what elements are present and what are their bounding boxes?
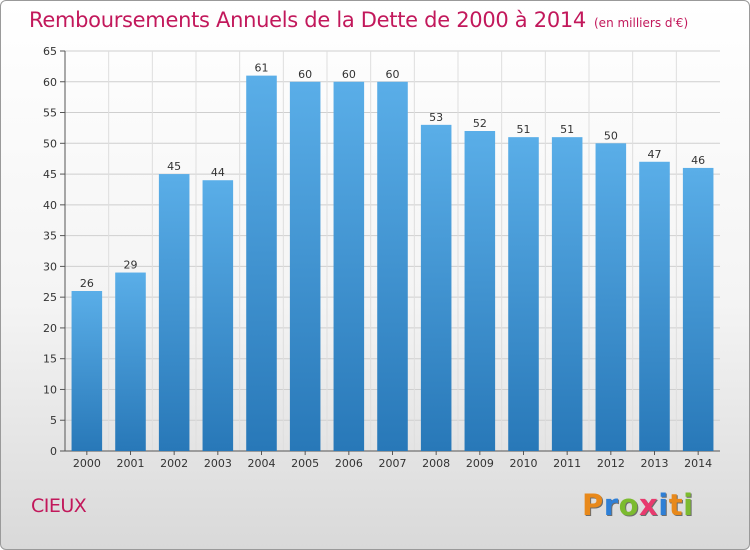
y-tick-label: 45 [43,168,57,181]
proxiti-logo: Proxiti [582,488,694,522]
bar [595,143,627,452]
bar-value-label: 61 [255,62,269,75]
chart-unit: (en milliers d'€) [594,16,689,30]
bar-value-label: 29 [124,259,138,272]
y-tick-label: 0 [50,445,57,458]
y-tick-label: 55 [43,107,57,120]
bar-value-label: 44 [211,166,225,179]
bar [246,75,277,451]
y-tick-label: 5 [50,414,57,427]
x-tick-label: 2010 [510,457,538,470]
logo-letter: o [618,488,640,522]
bar [682,167,714,451]
x-tick-label: 2004 [248,457,276,470]
x-tick-label: 2002 [160,457,188,470]
bar [464,131,496,451]
logo-letter: t [668,488,684,522]
bar-value-label: 26 [80,277,94,290]
y-tick-label: 20 [43,322,57,335]
bar-value-label: 60 [342,68,356,81]
x-tick-label: 2012 [597,457,625,470]
bar-value-label: 50 [604,129,618,142]
logo-letter: i [658,488,669,522]
bar [508,137,539,451]
y-tick-label: 40 [43,199,57,212]
bar [551,137,583,451]
x-tick-label: 2000 [73,457,101,470]
logo-letter: r [603,488,619,522]
bar [115,272,146,451]
bar [420,124,452,451]
x-tick-label: 2011 [553,457,581,470]
y-tick-label: 35 [43,230,57,243]
y-tick-label: 65 [43,45,57,58]
bar-value-label: 52 [473,117,487,130]
x-tick-label: 2009 [466,457,494,470]
x-tick-label: 2006 [335,457,363,470]
bar [202,180,234,451]
x-tick-label: 2005 [291,457,319,470]
y-tick-label: 25 [43,291,57,304]
x-tick-label: 2013 [641,457,669,470]
bar-value-label: 51 [560,123,574,136]
logo-letter: i [683,488,694,522]
city-name: CIEUX [31,495,87,517]
bar [639,161,670,451]
y-tick-label: 50 [43,137,57,150]
y-tick-label: 10 [43,383,57,396]
chart-title-text: Remboursements Annuels de la Dette de 20… [29,8,586,32]
bars [71,75,714,452]
bar-value-label: 51 [517,123,531,136]
x-tick-label: 2003 [204,457,232,470]
x-tick-label: 2007 [379,457,407,470]
bar-value-label: 60 [386,68,400,81]
y-tick-label: 30 [43,260,57,273]
bar-value-label: 53 [429,111,443,124]
bar [71,291,103,451]
bar [377,81,408,452]
bar [158,174,190,452]
y-tick-label: 60 [43,76,57,89]
x-tick-label: 2014 [684,457,712,470]
labels: 26 2000 29 2001 45 2002 44 2003 61 2004 60 2005 60 20… [73,62,712,470]
bar [333,81,365,452]
bar-value-label: 46 [691,154,705,167]
bar-value-label: 45 [167,160,181,173]
bar-value-label: 60 [298,68,312,81]
bar-value-label: 47 [648,148,662,161]
x-tick-label: 2008 [422,457,450,470]
x-tick-label: 2001 [117,457,145,470]
y-tick-label: 15 [43,353,57,366]
chart-title: Remboursements Annuels de la Dette de 20… [29,8,688,32]
bar [289,81,321,452]
logo-letter: x [639,488,659,522]
logo-letter: P [582,488,604,522]
